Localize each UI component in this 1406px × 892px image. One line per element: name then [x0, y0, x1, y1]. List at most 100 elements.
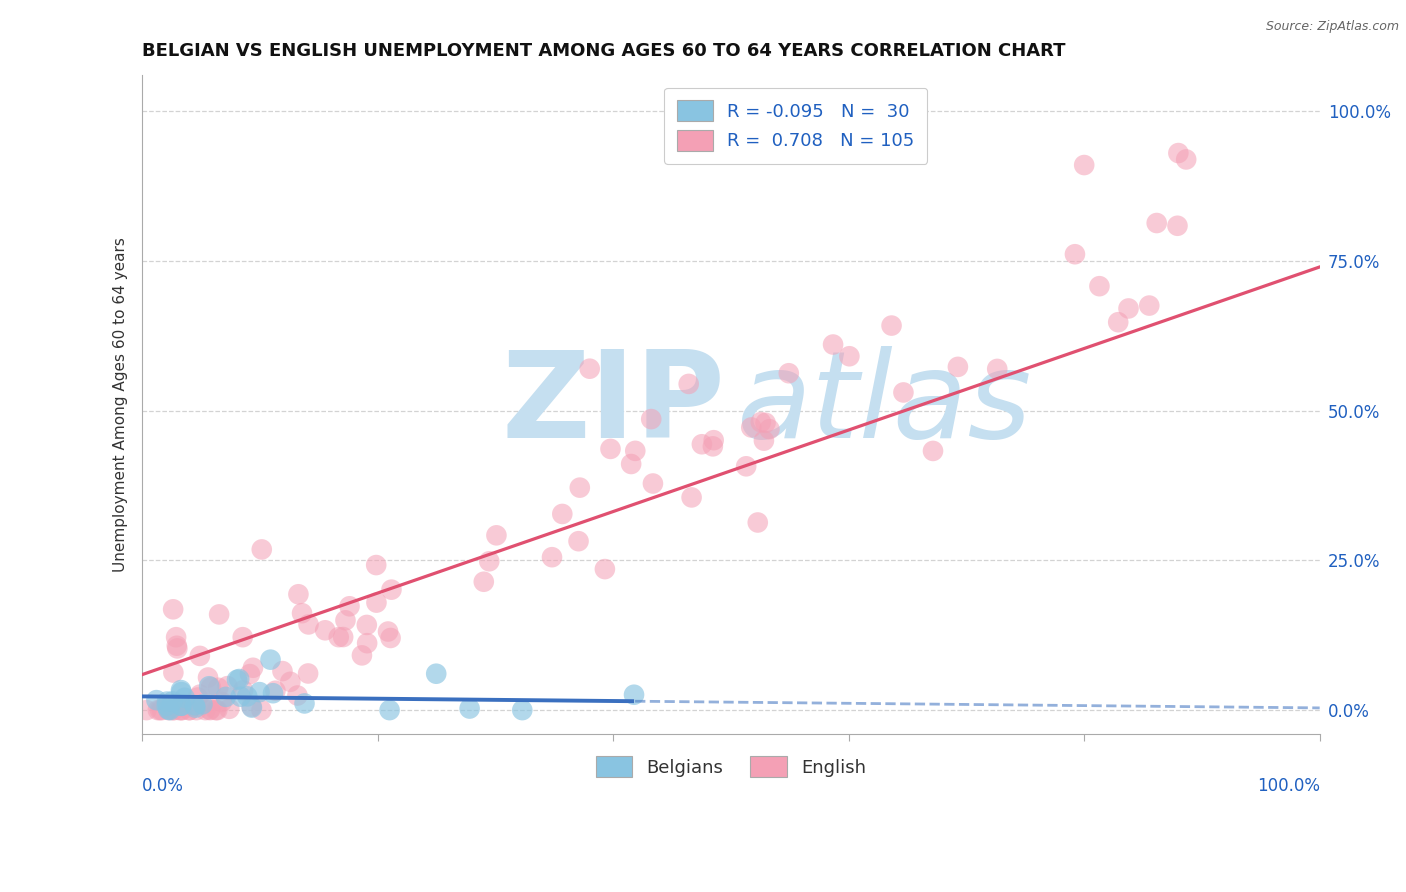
Point — [165, 630, 187, 644]
Point — [207, 681, 229, 695]
Point — [162, 694, 184, 708]
Point — [191, 698, 214, 712]
Point — [541, 550, 564, 565]
Point — [198, 702, 221, 716]
Point — [749, 415, 772, 429]
Point — [366, 596, 388, 610]
Point — [294, 697, 316, 711]
Point — [485, 528, 508, 542]
Point — [478, 554, 501, 568]
Point — [378, 703, 401, 717]
Point — [380, 631, 402, 645]
Point — [229, 690, 252, 704]
Point — [287, 689, 309, 703]
Point — [226, 673, 249, 687]
Point — [366, 558, 388, 572]
Point — [640, 412, 662, 426]
Point — [184, 700, 207, 714]
Point — [752, 434, 775, 448]
Point — [211, 695, 233, 709]
Point — [145, 693, 167, 707]
Point — [240, 699, 263, 714]
Point — [156, 698, 179, 713]
Point — [758, 422, 780, 436]
Point — [472, 574, 495, 589]
Point — [262, 686, 284, 700]
Point — [242, 661, 264, 675]
Point — [218, 702, 240, 716]
Point — [690, 437, 713, 451]
Point — [215, 690, 238, 704]
Point — [156, 695, 179, 709]
Point — [135, 703, 157, 717]
Point — [1137, 299, 1160, 313]
Point — [623, 688, 645, 702]
Point — [232, 630, 254, 644]
Point — [1073, 158, 1095, 172]
Text: atlas: atlas — [737, 346, 1032, 463]
Point — [567, 534, 589, 549]
Point — [297, 666, 319, 681]
Point — [1088, 279, 1111, 293]
Point — [207, 703, 229, 717]
Point — [249, 685, 271, 699]
Point — [425, 666, 447, 681]
Point — [188, 688, 211, 702]
Text: 0.0%: 0.0% — [142, 777, 184, 795]
Point — [568, 481, 591, 495]
Text: BELGIAN VS ENGLISH UNEMPLOYMENT AMONG AGES 60 TO 64 YEARS CORRELATION CHART: BELGIAN VS ENGLISH UNEMPLOYMENT AMONG AG… — [142, 42, 1066, 60]
Point — [250, 703, 273, 717]
Point — [335, 613, 357, 627]
Point — [150, 703, 173, 717]
Point — [162, 602, 184, 616]
Point — [162, 703, 184, 717]
Point — [1107, 315, 1129, 329]
Point — [838, 349, 860, 363]
Point — [578, 361, 600, 376]
Point — [264, 683, 287, 698]
Point — [194, 703, 217, 717]
Point — [187, 690, 209, 705]
Point — [291, 606, 314, 620]
Point — [1146, 216, 1168, 230]
Point — [1064, 247, 1087, 261]
Point — [240, 700, 263, 714]
Point — [593, 562, 616, 576]
Point — [1175, 153, 1198, 167]
Point — [204, 703, 226, 717]
Point — [197, 671, 219, 685]
Point — [166, 641, 188, 656]
Point — [893, 385, 915, 400]
Point — [458, 701, 481, 715]
Point — [250, 542, 273, 557]
Point — [166, 639, 188, 653]
Point — [314, 624, 336, 638]
Point — [271, 664, 294, 678]
Point — [186, 703, 208, 717]
Point — [217, 679, 239, 693]
Point — [702, 439, 724, 453]
Point — [332, 630, 354, 644]
Point — [350, 648, 373, 663]
Point — [149, 703, 172, 717]
Point — [678, 376, 700, 391]
Point — [179, 703, 201, 717]
Point — [599, 442, 621, 456]
Point — [239, 667, 262, 681]
Point — [169, 703, 191, 717]
Point — [377, 624, 399, 639]
Point — [1166, 219, 1188, 233]
Text: 100.0%: 100.0% — [1257, 777, 1320, 795]
Point — [170, 703, 193, 717]
Point — [754, 416, 776, 430]
Point — [200, 680, 222, 694]
Point — [173, 690, 195, 705]
Point — [922, 444, 945, 458]
Point — [236, 690, 259, 704]
Point — [297, 617, 319, 632]
Point — [356, 618, 378, 632]
Point — [380, 582, 402, 597]
Point — [208, 607, 231, 622]
Point — [162, 665, 184, 680]
Point — [740, 420, 762, 434]
